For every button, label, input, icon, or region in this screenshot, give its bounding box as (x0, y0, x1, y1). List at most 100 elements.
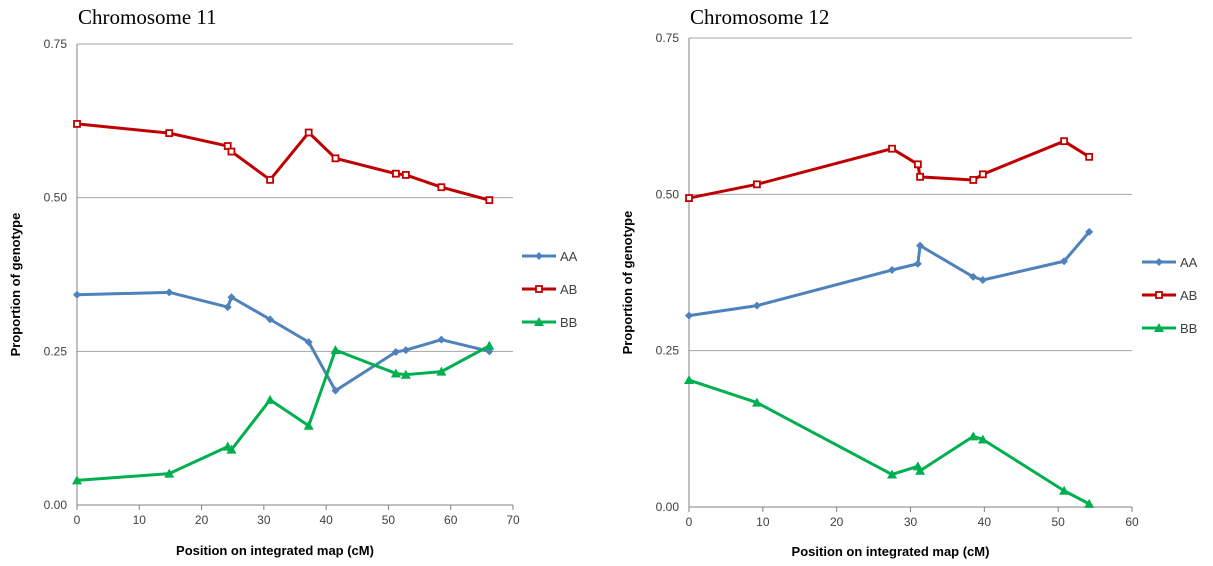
series-line-bb (688, 378, 1090, 506)
data-point-bb (977, 434, 988, 444)
data-point-bb (72, 475, 82, 485)
data-point-bb (968, 431, 979, 441)
legend-label: AA (1180, 255, 1198, 270)
data-point-bb (164, 468, 175, 478)
x-tick-label: 60 (444, 513, 458, 527)
x-tick-label: 0 (686, 515, 693, 529)
data-point-ab (978, 170, 987, 179)
data-point-aa (437, 335, 446, 344)
x-tick-label: 10 (756, 515, 770, 529)
chart-title: Chromosome 11 (78, 5, 217, 29)
chart-title: Chromosome 12 (690, 5, 829, 29)
data-point-ab (437, 183, 446, 192)
x-tick-label: 50 (1051, 515, 1065, 529)
series-aa (73, 288, 494, 395)
x-tick-label: 0 (74, 513, 81, 527)
data-point-aa (916, 241, 925, 250)
x-tick-label: 40 (319, 513, 333, 527)
data-point-ab (304, 128, 313, 137)
data-point-aa (223, 303, 232, 312)
data-point-aa (888, 265, 897, 274)
data-point-ab (685, 194, 693, 202)
x-tick-label: 10 (133, 513, 147, 527)
chart-chromosome-12: Chromosome 12 0.00 0.25 0.50 0.75 0 10 20 30 40 50… (606, 0, 1213, 566)
data-point-ab (916, 172, 924, 181)
data-point-ab (266, 175, 274, 184)
legend-label: BB (560, 315, 577, 330)
series-ab (73, 120, 494, 205)
data-point-ab (969, 176, 978, 184)
data-point-aa (331, 386, 340, 395)
series-aa (685, 227, 1094, 320)
data-point-ab (401, 171, 410, 179)
data-point-ab (73, 120, 81, 128)
legend-item-bb: BB (522, 315, 577, 330)
x-tick-label: 70 (506, 513, 520, 527)
legend-label: AB (1180, 288, 1197, 303)
data-point-bb (751, 397, 762, 407)
data-point-bb (390, 368, 401, 378)
legend-label: BB (1180, 321, 1197, 336)
x-tick-label: 40 (978, 515, 992, 529)
x-tick-label: 30 (257, 513, 271, 527)
data-point-ab (1085, 152, 1094, 161)
series-bb (72, 340, 495, 485)
x-tick-label: 50 (382, 513, 396, 527)
data-point-bb (330, 345, 341, 355)
x-tick-label: 60 (1125, 515, 1139, 529)
data-point-bb (226, 444, 237, 454)
y-tick-label: 0.00 (656, 500, 680, 514)
legend-marker (1155, 258, 1163, 266)
data-point-ab (1060, 137, 1068, 146)
data-point-aa (978, 276, 987, 285)
y-tick-label: 0.50 (44, 191, 68, 205)
data-point-ab (331, 154, 340, 163)
legend-item-bb: BB (1142, 321, 1197, 336)
data-point-ab (227, 147, 236, 156)
y-tick-label: 0.25 (44, 344, 68, 358)
series-line-bb (76, 344, 491, 482)
legend-marker (534, 317, 544, 326)
data-point-bb (400, 369, 411, 379)
data-point-bb (436, 366, 447, 376)
legend-label: AA (560, 249, 578, 264)
data-point-aa (165, 288, 174, 297)
x-tick-label: 20 (195, 513, 209, 527)
legend-item-ab: AB (522, 282, 577, 297)
legend-marker (1155, 291, 1163, 299)
data-point-ab (753, 180, 761, 189)
data-point-bb (1084, 498, 1095, 508)
data-point-aa (391, 347, 400, 356)
y-tick-label: 0.50 (656, 187, 680, 201)
legend-label: AB (560, 282, 577, 297)
data-point-ab (165, 129, 174, 138)
data-point-aa (227, 293, 236, 302)
x-axis-title: Position on integrated map (cM) (176, 543, 374, 558)
y-axis-title: Proportion of genotype (620, 211, 635, 355)
legend-item-ab: AB (1142, 288, 1197, 303)
x-tick-label: 30 (904, 515, 918, 529)
series-ab (685, 137, 1094, 202)
y-tick-label: 0.00 (44, 498, 68, 512)
data-point-bb (484, 340, 495, 350)
legend-item-aa: AA (1142, 255, 1198, 270)
data-point-aa (266, 315, 275, 324)
data-point-aa (913, 259, 922, 268)
y-tick-label: 0.75 (656, 31, 680, 45)
data-point-ab (888, 144, 896, 153)
x-tick-label: 20 (830, 515, 844, 529)
y-tick-label: 0.25 (656, 344, 680, 358)
legend-marker (535, 252, 543, 260)
data-point-aa (73, 290, 81, 299)
chart-chromosome-11: Chromosome 11 0.00 0.25 0.50 0.75 0 10 20 30 40 50… (0, 0, 606, 566)
data-point-bb (684, 375, 694, 385)
series-line-aa (76, 290, 490, 393)
chart-svg-chromosome-11: Chromosome 11 0.00 0.25 0.50 0.75 0 10 20 30 40 50… (8, 5, 578, 558)
data-point-aa (1085, 227, 1094, 236)
data-point-bb (887, 469, 898, 479)
data-point-bb (915, 465, 926, 475)
legend-marker (535, 285, 543, 293)
data-point-aa (1060, 257, 1069, 266)
series-line-aa (688, 230, 1091, 318)
legend-item-aa: AA (522, 249, 578, 264)
